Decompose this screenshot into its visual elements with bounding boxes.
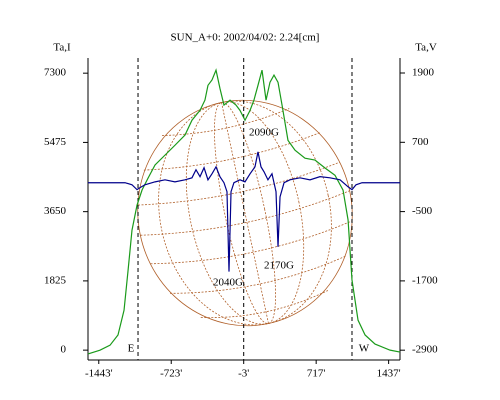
x-tick-label: -723' <box>160 368 182 380</box>
x-tick-label: 717' <box>307 368 326 380</box>
y-tick-label: 0 <box>61 344 67 356</box>
y2-tick-label: -1700 <box>412 274 438 286</box>
y2-tick-label: 700 <box>412 136 429 148</box>
annotation: 2040G <box>213 277 243 289</box>
y-axis-title: Ta,I <box>53 42 71 54</box>
data-line <box>87 68 401 355</box>
y2-axis-title: Ta,V <box>415 42 437 54</box>
y-tick-label: 3650 <box>44 205 67 217</box>
y-tick-label: 5475 <box>44 136 67 148</box>
y2-tick-label: -500 <box>412 205 433 217</box>
annotation: E <box>128 343 135 355</box>
y-tick-label: 7300 <box>44 67 67 79</box>
data-line <box>88 151 400 272</box>
x-tick-label: 1437' <box>377 368 401 380</box>
y-tick-label: 1825 <box>44 274 67 286</box>
annotation: 2090G <box>249 127 279 139</box>
chart-title: SUN_A+0: 2002/04/02: 2.24[cm] <box>171 32 320 44</box>
x-tick-label: -3' <box>238 368 249 380</box>
y2-tick-label: 1900 <box>412 67 435 79</box>
annotation: W <box>359 343 370 355</box>
y2-tick-label: -2900 <box>412 344 438 356</box>
x-tick-label: -1443' <box>85 368 113 380</box>
sun-globe <box>137 99 353 327</box>
annotation: 2170G <box>264 260 294 272</box>
